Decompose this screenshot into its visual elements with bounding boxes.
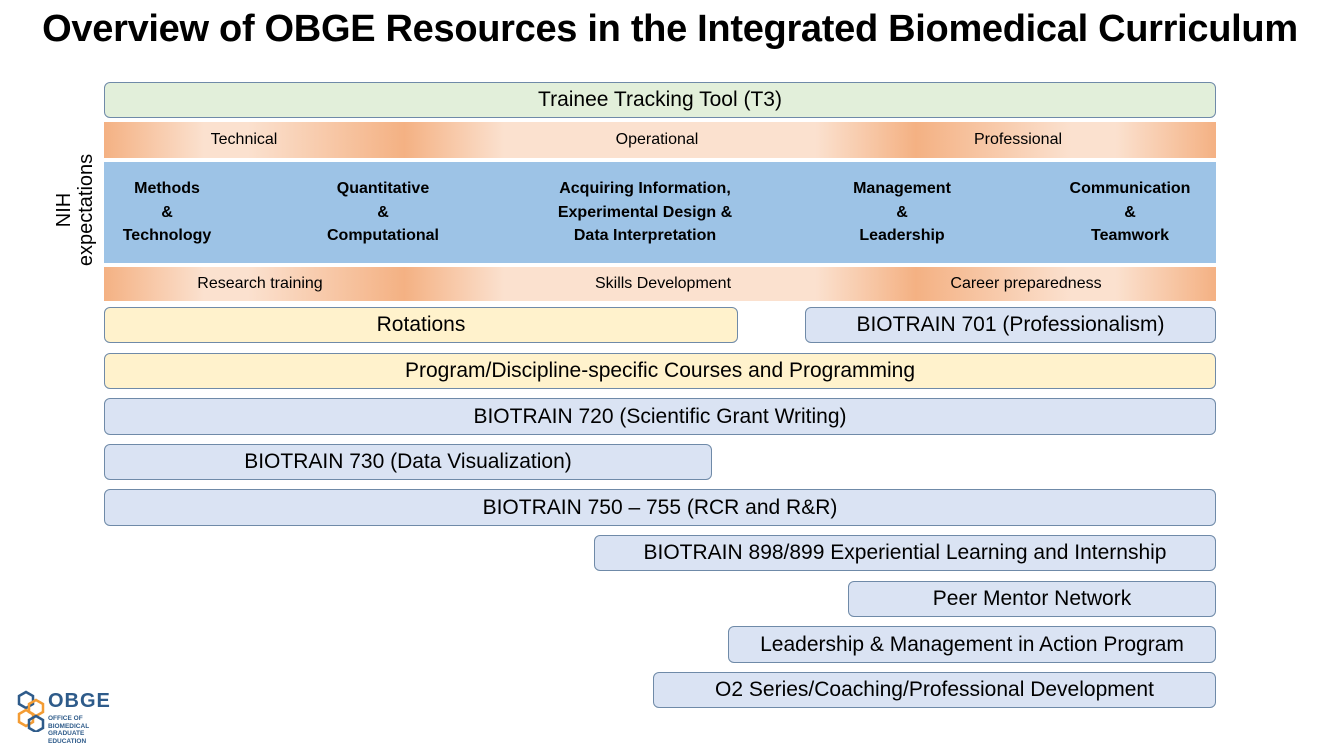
- program-courses-bar: Program/Discipline-specific Courses and …: [104, 353, 1216, 389]
- nih-column-management-leadership: Management & Leadership: [853, 162, 951, 263]
- logo-subtitle-line: GRADUATE EDUCATION: [48, 730, 87, 745]
- nih-text: Leadership: [859, 227, 945, 245]
- hexagon-logo-icon: [17, 690, 45, 732]
- nih-text: &: [896, 203, 908, 221]
- nih-column-methods-technology: Methods & Technology: [123, 162, 212, 263]
- nih-text: Management: [853, 180, 951, 198]
- logo-wordmark: OBGE: [48, 690, 111, 712]
- nih-column-acquiring-information: Acquiring Information, Experimental Desi…: [558, 162, 732, 263]
- band-label-skills-development: Skills Development: [594, 275, 732, 292]
- nih-text: Experimental Design &: [557, 203, 733, 221]
- nih-text: &: [1124, 203, 1136, 221]
- nih-text: Acquiring Information,: [559, 180, 731, 198]
- biotrain-898-899-bar: BIOTRAIN 898/899 Experiential Learning a…: [594, 535, 1216, 571]
- page-title: Overview of OBGE Resources in the Integr…: [42, 8, 1298, 50]
- leadership-program-bar: Leadership & Management in Action Progra…: [728, 626, 1216, 663]
- logo-subtitle-line: OFFICE OF BIOMEDICAL: [48, 715, 90, 730]
- rotations-bar: Rotations: [104, 307, 738, 343]
- band-label-career-preparedness: Career preparedness: [950, 275, 1102, 292]
- biotrain-730-bar: BIOTRAIN 730 (Data Visualization): [104, 444, 712, 480]
- nih-expectations-block: Methods & Technology Quantitative & Comp…: [104, 162, 1216, 263]
- band-label-professional: Professional: [973, 131, 1063, 148]
- band-label-operational: Operational: [615, 131, 699, 148]
- nih-label-line1: NIH: [53, 192, 75, 228]
- nih-column-communication-teamwork: Communication & Teamwork: [1070, 162, 1191, 263]
- nih-text: Technology: [122, 227, 212, 245]
- nih-label-line2: expectations: [75, 153, 97, 267]
- nih-text: Teamwork: [1091, 227, 1169, 245]
- biotrain-750-755-bar: BIOTRAIN 750 – 755 (RCR and R&R): [104, 489, 1216, 526]
- logo-subtitle: OFFICE OF BIOMEDICAL GRADUATE EDUCATION: [48, 715, 117, 745]
- nih-text: &: [377, 203, 389, 221]
- nih-column-quantitative-computational: Quantitative & Computational: [327, 162, 439, 263]
- nih-text: Communication: [1069, 180, 1191, 198]
- band-label-research-training: Research training: [197, 275, 323, 292]
- nih-text: Data Interpretation: [573, 227, 717, 245]
- nih-text: Quantitative: [336, 180, 430, 198]
- biotrain-720-bar: BIOTRAIN 720 (Scientific Grant Writing): [104, 398, 1216, 435]
- nih-text: Methods: [134, 180, 200, 198]
- top-gradient-band: Technical Operational Professional: [104, 122, 1216, 158]
- peer-mentor-network-bar: Peer Mentor Network: [848, 581, 1216, 617]
- o2-series-bar: O2 Series/Coaching/Professional Developm…: [653, 672, 1216, 708]
- biotrain-701-bar: BIOTRAIN 701 (Professionalism): [805, 307, 1216, 343]
- bottom-gradient-band: Research training Skills Development Car…: [104, 267, 1216, 301]
- nih-text: &: [161, 203, 173, 221]
- band-label-technical: Technical: [210, 131, 278, 148]
- nih-text: Computational: [327, 227, 439, 245]
- obge-logo: OBGE OFFICE OF BIOMEDICAL GRADUATE EDUCA…: [17, 690, 117, 745]
- t3-bar: Trainee Tracking Tool (T3): [104, 82, 1216, 118]
